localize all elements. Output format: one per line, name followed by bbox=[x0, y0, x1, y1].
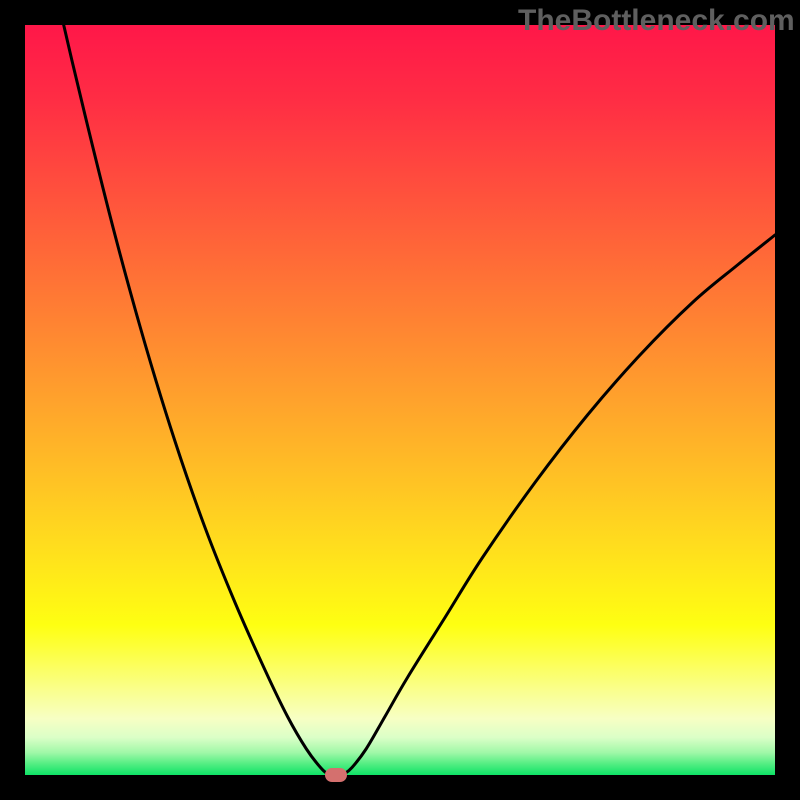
watermark-text: TheBottleneck.com bbox=[518, 4, 795, 38]
vertex-marker bbox=[325, 768, 347, 782]
plot-area bbox=[25, 25, 775, 775]
bottleneck-curve bbox=[25, 25, 775, 775]
chart-root: TheBottleneck.com bbox=[0, 0, 800, 800]
